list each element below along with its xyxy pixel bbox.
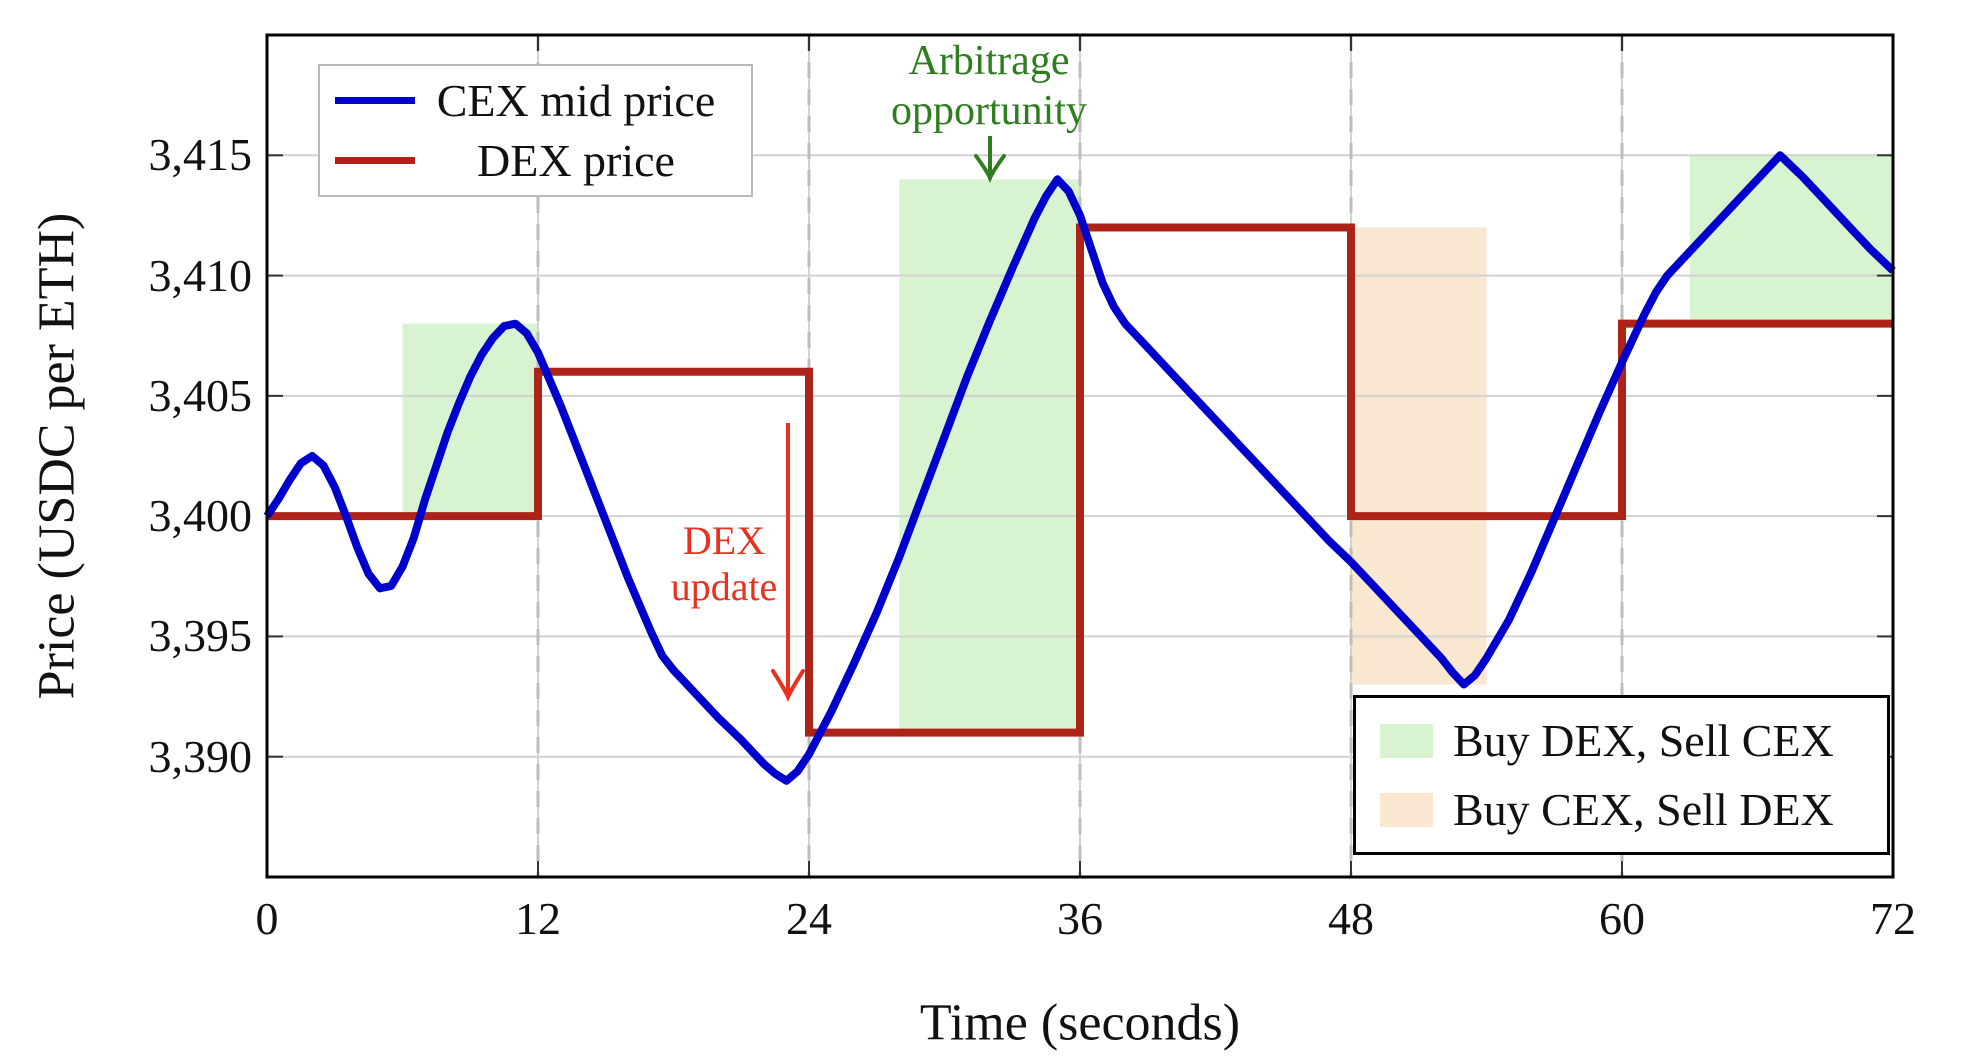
annotation-line: DEX [682,518,766,563]
x-tick-label: 12 [515,893,561,944]
x-tick-label: 0 [255,893,279,944]
arbitrage-annotation: Arbitrage opportunity [891,36,1087,136]
x-tick-label: 72 [1870,893,1916,944]
series-legend: CEX mid price DEX price [318,64,753,197]
y-axis-title: Price (USDC per ETH) [28,212,86,700]
y-tick-label: 3,400 [148,490,253,542]
legend-item-label: DEX price [477,135,675,187]
annotation-line: opportunity [891,88,1087,134]
plot-border [265,33,1895,879]
y-tick-label: 3,415 [148,129,253,181]
x-tick-label: 24 [786,893,832,944]
legend-item-dex: DEX price [320,134,751,187]
legend-item-label: Buy CEX, Sell DEX [1453,784,1834,835]
legend-item-buy-cex: Buy CEX, Sell DEX [1356,783,1887,836]
cex-price-line [263,151,1896,785]
x-tick-label: 48 [1328,893,1374,944]
buy-cex-swatch-icon [1380,792,1433,827]
legend-item-label: CEX mid price [436,74,716,126]
legend-item-buy-dex: Buy DEX, Sell CEX [1356,714,1887,767]
buy-dex-swatch-icon [1380,723,1433,758]
region-legend: Buy DEX, Sell CEX Buy CEX, Sell DEX [1353,695,1890,855]
x-axis-title: Time (seconds) [919,994,1241,1052]
y-tick-label: 3,410 [148,249,253,301]
y-tick-label: 3,390 [148,730,253,782]
dex-price-line [267,223,1893,737]
annotation-line: update [670,564,778,609]
dex-update-annotation: DEX update [671,518,778,610]
legend-item-label: Buy DEX, Sell CEX [1453,715,1834,766]
annotation-line: Arbitrage [908,38,1070,84]
arbitrage-arrow-icon [974,154,1006,184]
arbitrage-region [402,323,538,517]
arbitrage-region [1351,227,1487,685]
cex-line-sample [335,96,415,104]
y-tick-label: 3,395 [148,610,253,662]
dex-update-arrow-icon [771,669,805,703]
legend-item-cex: CEX mid price [320,74,751,127]
arbitrage-region [899,179,1080,733]
x-tick-label: 60 [1599,893,1645,944]
dex-line-sample [335,157,415,165]
y-tick-label: 3,405 [148,369,253,421]
x-tick-label: 36 [1057,893,1103,944]
